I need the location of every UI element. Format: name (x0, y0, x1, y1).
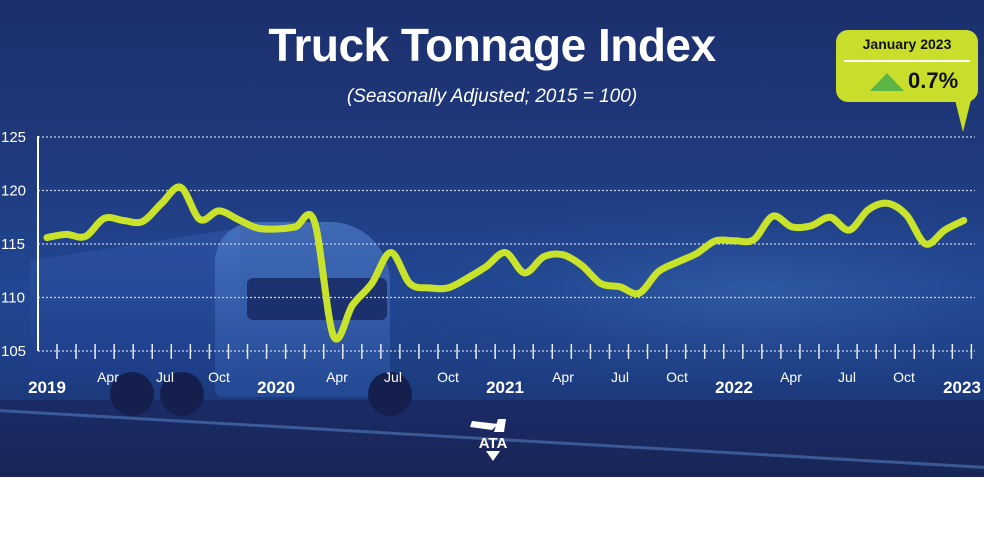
truck-wheel (368, 372, 412, 416)
sky-background (380, 190, 984, 380)
x-month-label: Apr (326, 369, 348, 385)
y-tick-label: 125 (1, 129, 26, 146)
truck-windshield (247, 278, 387, 320)
y-tick-label: 120 (1, 183, 26, 200)
gridlines (38, 136, 975, 352)
callout-change-value: 0.7% (908, 68, 959, 93)
x-axis-labels: 2019 2020 2021 2022 2023 Apr Jul Oct Apr Jul Oct Ap… (28, 369, 981, 397)
x-month-label: Oct (208, 369, 230, 385)
x-month-label: Oct (893, 369, 915, 385)
x-month-label: Apr (552, 369, 574, 385)
tonnage-index-line (43, 183, 968, 343)
ata-logo-icon: ATA (470, 419, 508, 461)
chart-banner: Truck Tonnage Index (Seasonally Adjusted… (0, 0, 984, 477)
latest-value-callout: January 2023 0.7% (836, 30, 978, 102)
truck-wheel (160, 372, 204, 416)
x-year-label: 2023 (943, 378, 981, 397)
line-chart: 105 110 115 120 125 2019 2020 2021 2022 2023 Apr J… (1, 129, 981, 397)
x-axis-ticks (56, 344, 973, 359)
x-year-label: 2022 (715, 378, 753, 397)
x-month-label: Jul (611, 369, 629, 385)
triangle-up-icon (870, 73, 904, 91)
x-month-label: Jul (838, 369, 856, 385)
x-month-label: Apr (97, 369, 119, 385)
y-tick-label: 105 (1, 343, 26, 360)
x-year-label: 2021 (486, 378, 524, 397)
callout-divider (844, 60, 970, 62)
y-tick-label: 115 (1, 236, 25, 253)
x-year-label: 2020 (257, 378, 295, 397)
x-month-label: Jul (384, 369, 402, 385)
x-year-label: 2019 (28, 378, 66, 397)
chart-title: Truck Tonnage Index (268, 19, 716, 71)
truck-wheel (110, 372, 154, 416)
y-axis-ticks: 105 110 115 120 125 (1, 129, 26, 360)
x-month-label: Apr (780, 369, 802, 385)
svg-text:ATA: ATA (479, 435, 508, 452)
x-month-label: Jul (156, 369, 174, 385)
y-tick-label: 110 (1, 290, 25, 307)
x-month-label: Oct (437, 369, 459, 385)
callout-period: January 2023 (862, 36, 952, 52)
callout-pointer (955, 100, 971, 132)
x-month-label: Oct (666, 369, 688, 385)
chart-subtitle: (Seasonally Adjusted; 2015 = 100) (346, 86, 638, 107)
